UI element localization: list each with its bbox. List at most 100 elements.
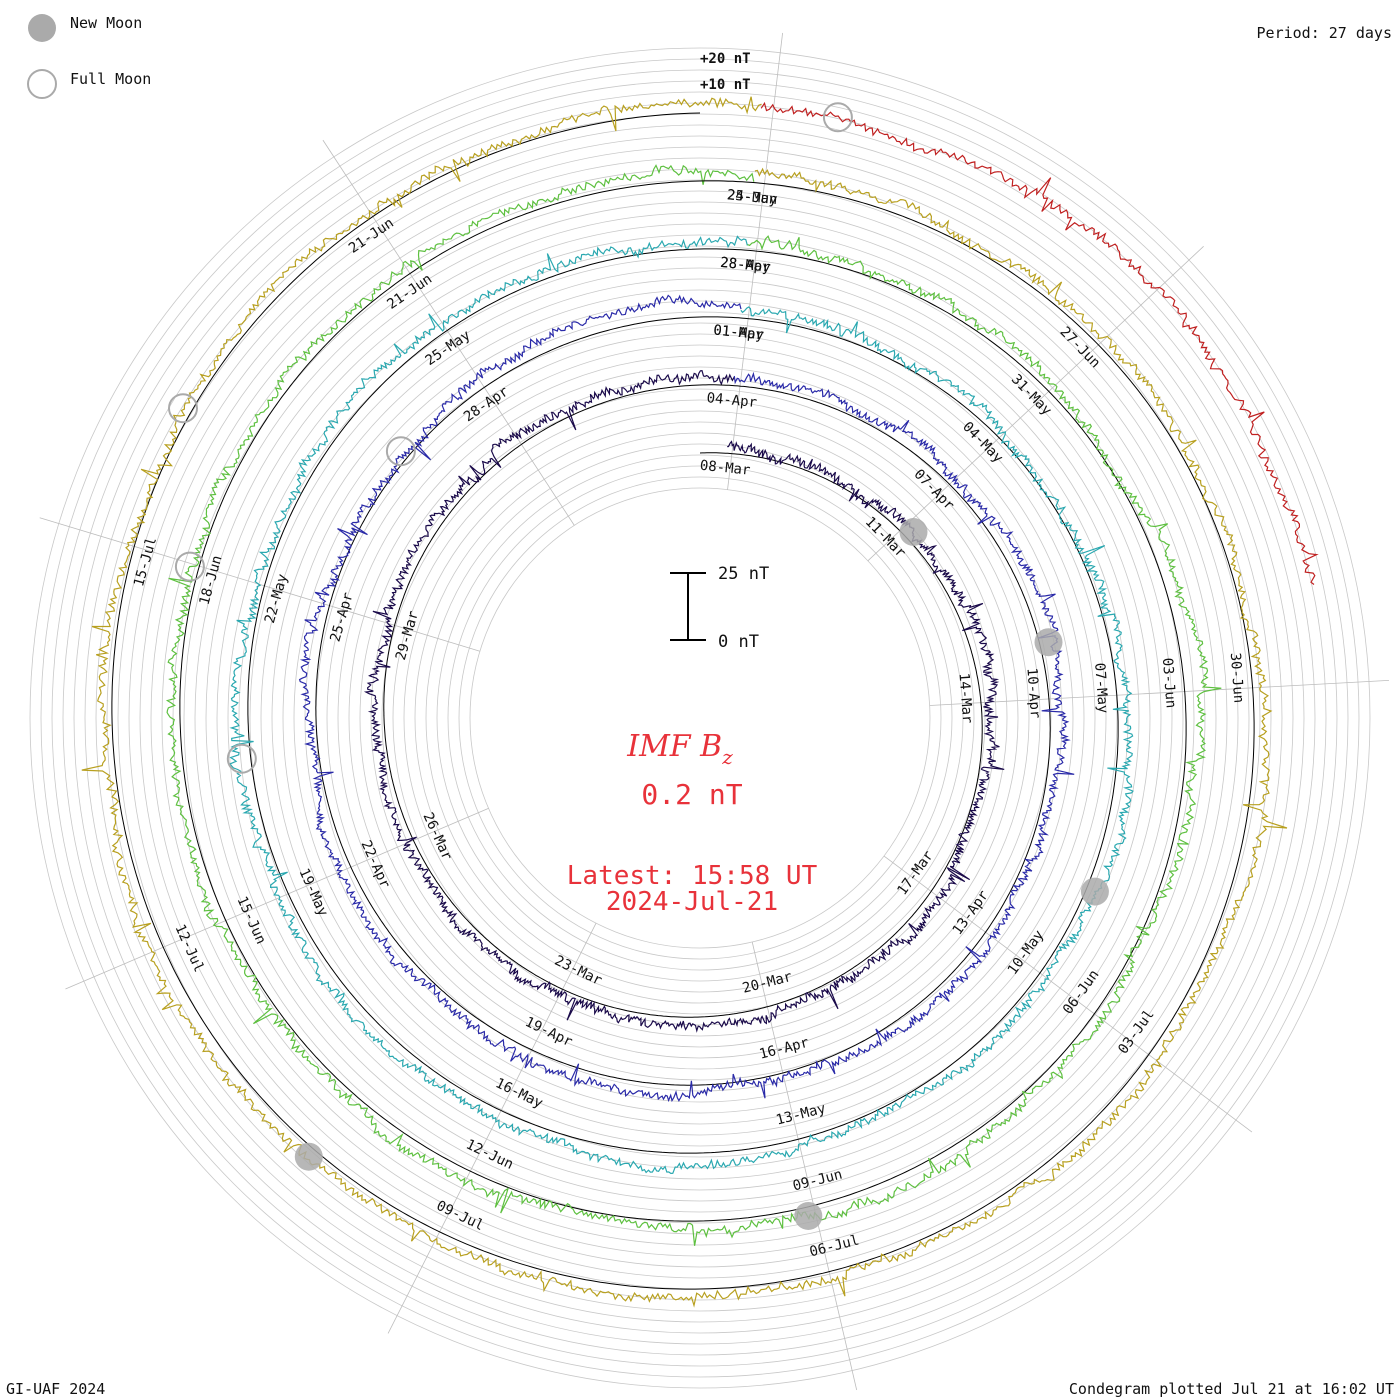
zero-line [315, 316, 1051, 1086]
grid-ring [348, 366, 1052, 1070]
grid-ring [117, 135, 1283, 1301]
date-label: 12-Jun [463, 1137, 516, 1173]
latest-date: 2024-Jul-21 [606, 887, 778, 917]
grid-ring [73, 91, 1327, 1345]
date-label: 28-May [719, 255, 771, 276]
date-label: 13-May [774, 1101, 827, 1129]
grid-ring [106, 124, 1294, 1312]
ring-grid [29, 32, 1389, 1391]
center-value: 0.2 nT [641, 778, 742, 811]
scale-bar-top-label: 25 nT [718, 564, 769, 584]
zero-line [247, 248, 1119, 1154]
date-label: 30-Jun [1227, 652, 1247, 704]
new-moon-marker [1034, 628, 1063, 657]
grid-spoke [751, 941, 858, 1391]
grid-ring [403, 421, 997, 1015]
grid-spoke [322, 139, 575, 526]
series-trace-3 [165, 164, 1222, 1246]
grid-ring [425, 443, 975, 993]
date-label: 01-Apr [713, 322, 765, 343]
footer-credit: GI-UAF 2024 [6, 1380, 105, 1398]
grid-ring [227, 245, 1173, 1191]
date-label: 08-Mar [699, 458, 751, 479]
full-moon-marker [822, 102, 853, 133]
grid-spoke [929, 679, 1389, 706]
date-label: 21-Jun [346, 215, 397, 257]
series-trace-0 [363, 369, 1005, 1033]
grid-ring [95, 113, 1305, 1323]
grid-ring [150, 168, 1250, 1268]
full-moon-icon [27, 69, 57, 99]
grid-ring [458, 476, 942, 960]
date-label: 25-May [726, 187, 778, 208]
new-moon-marker [794, 1202, 823, 1230]
grid-ring [51, 69, 1349, 1367]
date-label: 15-Jun [233, 894, 268, 947]
grid-ring [62, 80, 1338, 1356]
series-trace-4 [81, 96, 1288, 1308]
date-label: 26-Mar [419, 810, 454, 863]
grid-ring [392, 410, 1008, 1026]
grid-ring [40, 58, 1360, 1378]
grid-ring [436, 454, 964, 982]
series-trace-2 [229, 235, 1134, 1175]
grid-ring [216, 234, 1184, 1202]
date-label: 06-Jun [1060, 967, 1103, 1017]
scale-bar-bottom-label: 0 nT [718, 632, 759, 652]
grid-spoke [867, 246, 1204, 562]
grid-ring [447, 465, 953, 971]
grid-ring [304, 322, 1096, 1114]
date-label: 10-Apr [1023, 667, 1043, 719]
ring-scale-20: +20 nT [700, 51, 751, 67]
grid-ring [139, 157, 1261, 1279]
full-moon-marker [174, 551, 205, 582]
date-label: 04-Apr [706, 390, 758, 411]
full-moon-marker [385, 436, 416, 467]
grid-spoke [883, 855, 1253, 1133]
date-label: 07-May [1091, 662, 1111, 714]
grid-spoke [727, 32, 783, 490]
scale-bar [670, 572, 706, 641]
date-label: 07-Apr [910, 466, 957, 513]
date-label: 09-Jul [434, 1198, 487, 1234]
grid-ring [84, 102, 1316, 1334]
moon-phase-markers [168, 102, 1109, 1230]
zero-line [179, 180, 1187, 1222]
grid-ring [293, 311, 1107, 1125]
new-moon-marker [294, 1142, 323, 1171]
grid-ring [238, 256, 1162, 1180]
grid-ring [337, 355, 1063, 1081]
grid-ring [326, 344, 1074, 1092]
grid-ring [414, 432, 986, 1004]
latest-time: Latest: 15:58 UT [567, 861, 818, 891]
date-label: 13-Apr [950, 888, 993, 938]
date-label: 01-May [713, 322, 765, 343]
grid-ring [381, 399, 1019, 1037]
footer-plotted: Condegram plotted Jul 21 at 16:02 UT [1069, 1380, 1394, 1398]
grid-ring [194, 212, 1206, 1224]
date-label: 24-Jun [726, 187, 778, 208]
new-moon-marker [899, 518, 928, 546]
zero-line [383, 384, 983, 1018]
grid-ring [172, 190, 1228, 1246]
date-label: 28-Apr [461, 384, 512, 426]
grid-ring [161, 179, 1239, 1257]
grid-ring [282, 300, 1118, 1136]
full-moon-marker [168, 393, 198, 424]
date-label: 20-Mar [741, 969, 794, 997]
series-trace-5 [760, 101, 1319, 585]
date-label: 09-Jun [791, 1167, 844, 1195]
grid-ring [205, 223, 1195, 1213]
date-label: 28-Apr [719, 255, 771, 276]
grid-ring [249, 267, 1151, 1169]
grid-ring [183, 201, 1217, 1235]
grid-ring [128, 146, 1272, 1290]
grid-ring [29, 47, 1371, 1389]
grid-spoke [65, 807, 489, 990]
date-label: 10-May [1005, 927, 1048, 977]
new-moon-marker [1080, 877, 1109, 906]
legend-new-moon: New Moon [70, 14, 142, 32]
grid-ring [260, 278, 1140, 1158]
date-label: 14-Mar [956, 672, 976, 724]
